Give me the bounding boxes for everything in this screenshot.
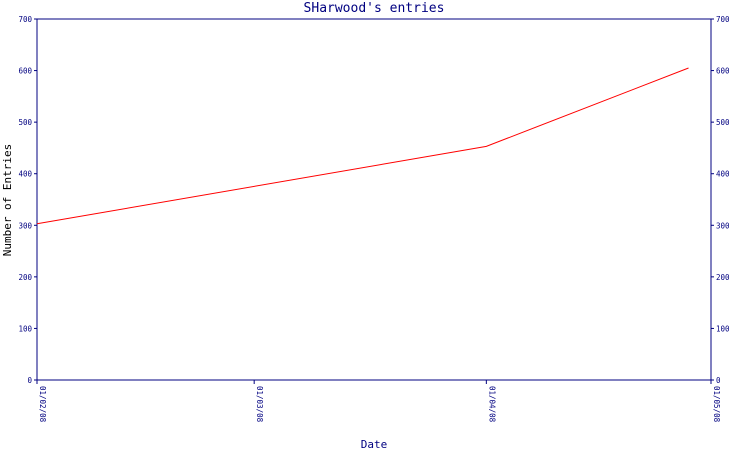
y-tick-label-right: 300 [716,221,730,230]
y-axis-left-ticks: 0 100 200 300 400 500 600 700 [18,15,37,385]
series-layer [36,67,689,225]
y-tick-label-left: 100 [18,324,32,333]
y-tick-label-left: 600 [18,67,32,76]
y-tick-label-left: 300 [18,221,32,230]
plot-frame [36,18,712,381]
x-tick-label: 01/05/08 [712,386,721,423]
y-tick-label-left: 400 [18,170,32,179]
y-tick-label-right: 600 [716,67,730,76]
y-axis-label: Number of Entries [1,144,14,257]
y-tick-label-left: 500 [18,118,32,127]
y-tick-label-right: 200 [716,273,730,282]
series-line [36,67,689,225]
x-tick-label: 01/02/08 [38,386,47,423]
x-axis-label: Date [361,438,388,450]
chart-title: SHarwood's entries [304,1,445,16]
y-tick-label-left: 700 [18,15,32,24]
y-axis-right-ticks: 0 100 200 300 400 500 600 700 [711,15,730,385]
y-tick-label-left: 200 [18,273,32,282]
y-tick-label-left: 0 [27,376,32,385]
y-tick-label-right: 0 [716,376,721,385]
x-axis-ticks: 01/02/08 01/03/08 01/04/08 01/05/08 [36,380,721,423]
y-tick-label-right: 400 [716,170,730,179]
y-tick-label-right: 100 [716,324,730,333]
x-tick-label: 01/04/08 [487,386,496,423]
y-tick-label-right: 500 [716,118,730,127]
y-tick-label-right: 700 [716,15,730,24]
x-tick-label: 01/03/08 [255,386,264,423]
